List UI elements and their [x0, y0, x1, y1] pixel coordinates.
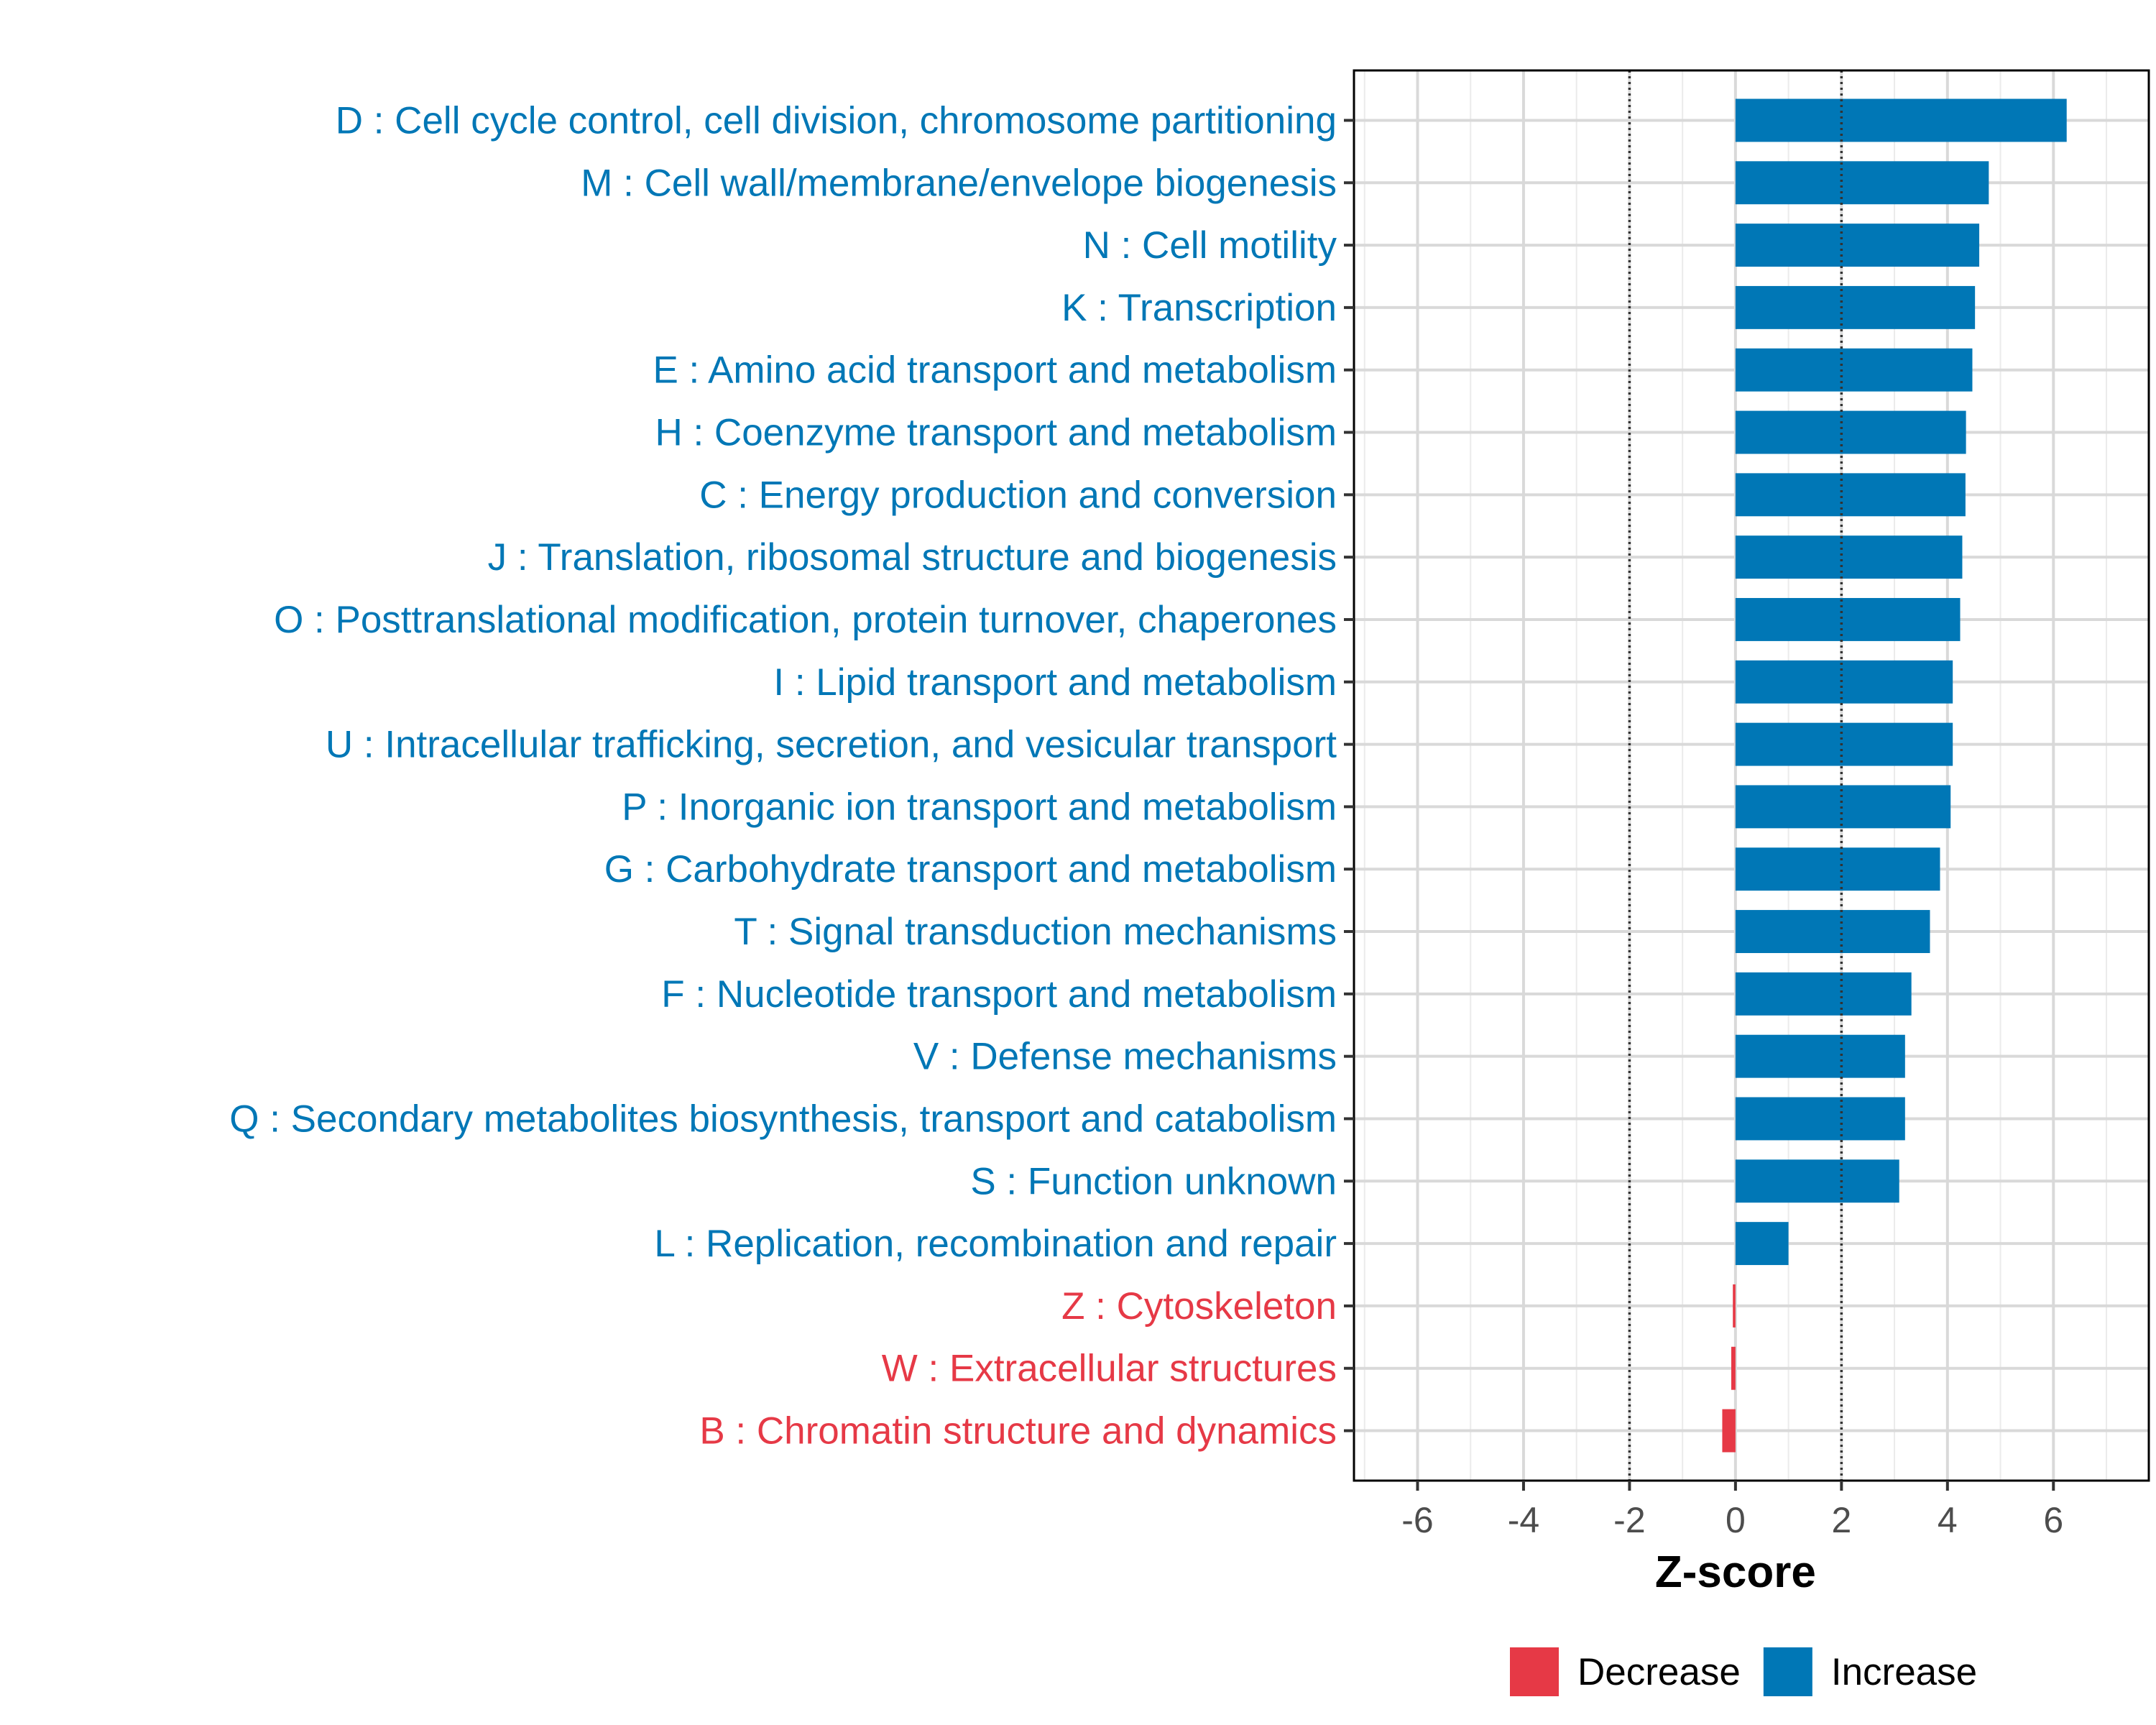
bars [1722, 98, 2067, 1453]
y-axis: D : Cell cycle control, cell division, c… [229, 99, 1354, 1453]
bar [1735, 535, 1963, 579]
x-tick-label: -2 [1613, 1500, 1645, 1540]
category-label: P : Inorganic ion transport and metaboli… [622, 786, 1337, 828]
category-label: K : Transcription [1061, 287, 1337, 329]
category-label: O : Posttranslational modification, prot… [274, 599, 1337, 641]
bar [1722, 1409, 1736, 1453]
category-label: D : Cell cycle control, cell division, c… [336, 99, 1337, 142]
legend-key [1763, 1647, 1812, 1696]
category-label: H : Coenzyme transport and metabolism [655, 412, 1337, 454]
x-tick-label: 2 [1831, 1500, 1851, 1540]
bar [1735, 224, 1980, 267]
x-tick-label: -4 [1508, 1500, 1539, 1540]
x-tick-label: 4 [1938, 1500, 1958, 1540]
legend: Decrease Increase [1510, 1647, 1977, 1696]
bar [1735, 1222, 1789, 1266]
bar [1735, 722, 1953, 766]
bar [1735, 1034, 1905, 1078]
category-label: B : Chromatin structure and dynamics [699, 1410, 1337, 1453]
category-label: T : Signal transduction mechanisms [734, 911, 1337, 953]
bar [1735, 598, 1961, 641]
category-label: C : Energy production and conversion [699, 474, 1337, 516]
category-label: W : Extracellular structures [882, 1348, 1337, 1390]
category-label: E : Amino acid transport and metabolism [653, 349, 1337, 392]
category-label: G : Carbohydrate transport and metabolis… [604, 848, 1337, 891]
x-axis-title: Z-score [1655, 1547, 1816, 1597]
bar [1735, 161, 1989, 205]
bar [1735, 847, 1940, 891]
bar [1735, 972, 1912, 1016]
category-label: U : Intracellular trafficking, secretion… [326, 724, 1337, 766]
bar [1735, 348, 1973, 392]
bar [1735, 1159, 1899, 1203]
bar [1733, 1284, 1736, 1328]
legend-label: Increase [1831, 1651, 1977, 1693]
category-label: Z : Cytoskeleton [1061, 1285, 1337, 1328]
bar [1735, 660, 1953, 704]
category-label: N : Cell motility [1083, 224, 1337, 267]
bar [1735, 1097, 1905, 1141]
bar [1735, 98, 2067, 142]
category-label: L : Replication, recombination and repai… [654, 1223, 1337, 1265]
bar [1735, 785, 1951, 829]
bar [1735, 473, 1966, 517]
category-label: Q : Secondary metabolites biosynthesis, … [229, 1098, 1337, 1140]
legend-label: Decrease [1577, 1651, 1741, 1693]
bar [1735, 410, 1966, 454]
bar [1735, 910, 1930, 953]
grid [1354, 70, 2149, 1481]
category-label: I : Lipid transport and metabolism [773, 661, 1337, 704]
category-label: J : Translation, ribosomal structure and… [488, 536, 1337, 579]
legend-key [1510, 1647, 1559, 1696]
category-label: V : Defense mechanisms [913, 1036, 1337, 1078]
category-label: M : Cell wall/membrane/envelope biogenes… [581, 162, 1337, 204]
panel-border [1353, 69, 2150, 1482]
bar [1735, 285, 1976, 329]
x-tick-label: 6 [2043, 1500, 2063, 1540]
category-label: S : Function unknown [970, 1160, 1337, 1202]
bar [1731, 1346, 1736, 1390]
x-tick-label: 0 [1726, 1500, 1746, 1540]
category-label: F : Nucleotide transport and metabolism [661, 973, 1337, 1016]
x-tick-label: -6 [1401, 1500, 1433, 1540]
x-axis: -6 -4 -2 0 2 4 6 [1401, 1481, 2063, 1540]
